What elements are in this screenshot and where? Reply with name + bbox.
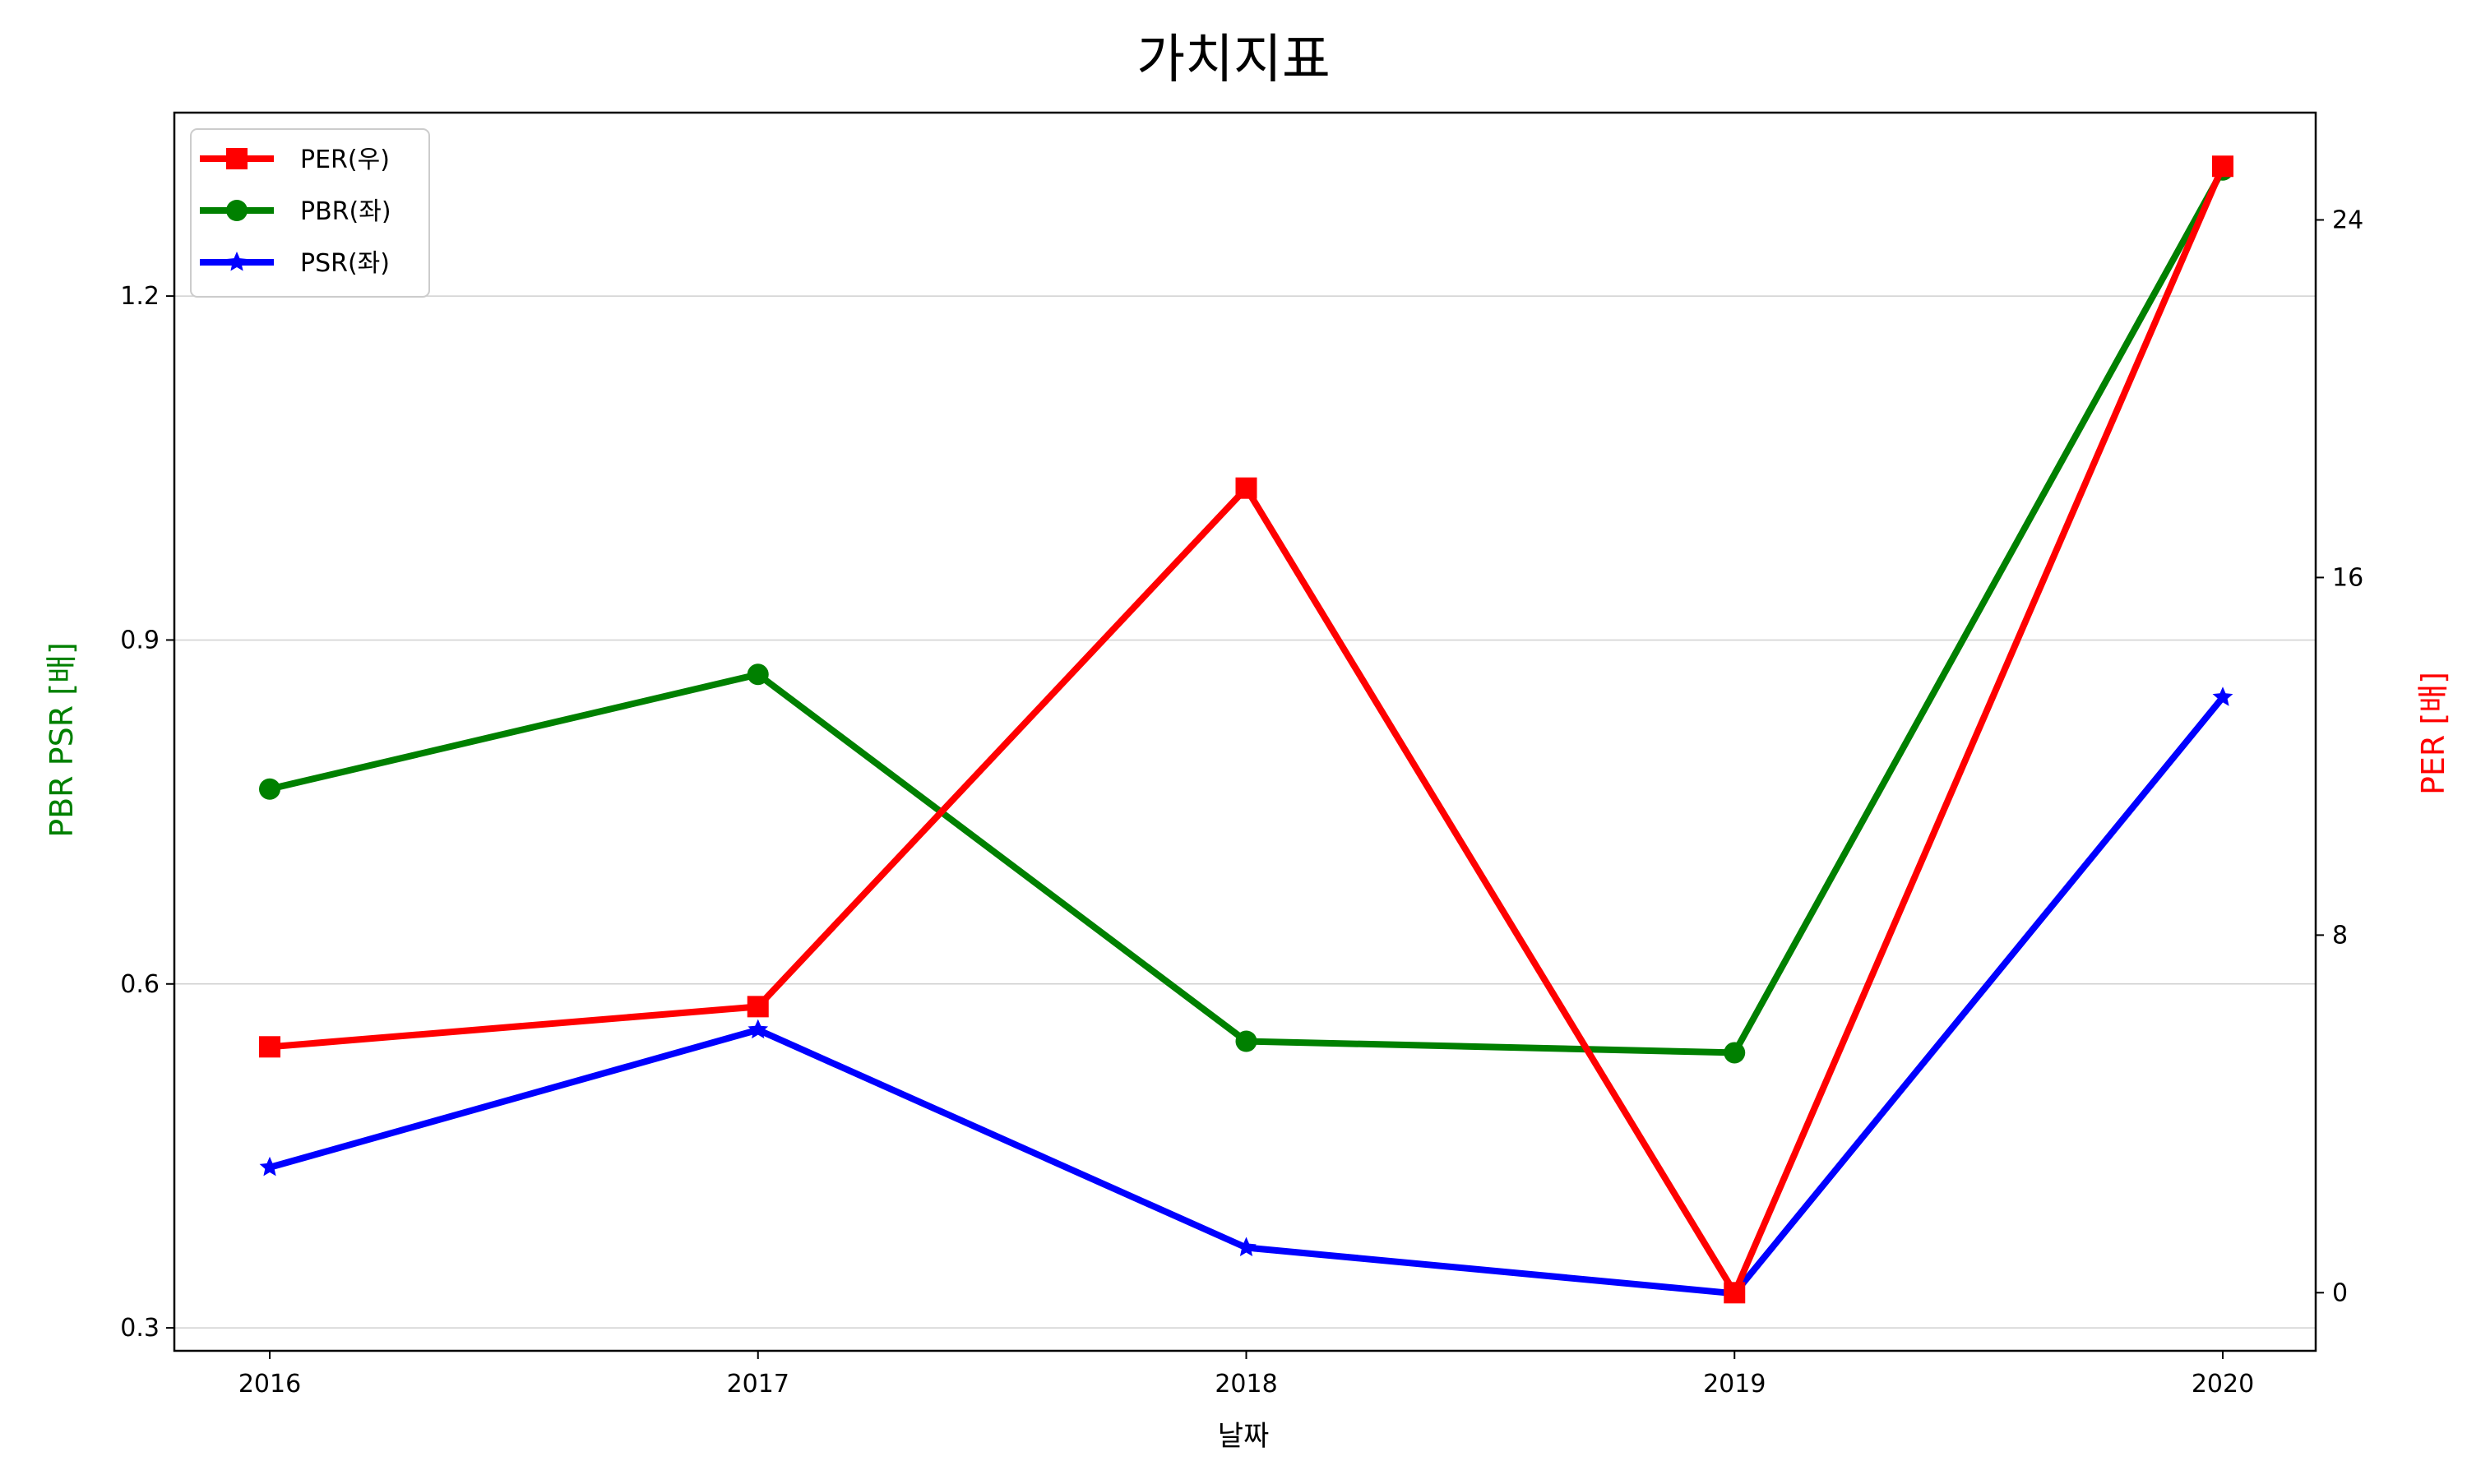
- y-axis-right-label: PER [배]: [2415, 672, 2451, 795]
- x-tick-label: 2019: [1703, 1370, 1766, 1398]
- y-right-tick-label: 8: [2332, 921, 2348, 950]
- y-axis-left-label: PBR PSR [배]: [44, 642, 80, 838]
- series-square: [259, 155, 2233, 1304]
- legend-marker: [226, 200, 248, 221]
- data-point: [259, 1156, 280, 1177]
- data-point: [2212, 687, 2233, 706]
- series-layer: [259, 155, 2233, 1304]
- legend-label: PER(우): [300, 146, 390, 174]
- legend-item: PBR(좌): [200, 197, 391, 226]
- data-point: [1724, 1282, 1746, 1304]
- y-right-tick-label: 16: [2332, 563, 2363, 592]
- axes: 0.3 0.6 0.9 1.2 0 8 16 24 2016 2017 2018 2019 2020: [120, 206, 2363, 1398]
- data-point: [259, 1036, 280, 1058]
- x-tick-label: 2018: [1215, 1370, 1277, 1398]
- series-circle: [259, 159, 2233, 1064]
- plot-frame: [173, 111, 2317, 1352]
- legend-box: [190, 128, 430, 298]
- chart-title: 가치지표: [1136, 30, 1331, 90]
- data-point: [1235, 477, 1257, 499]
- y-left-tick-label: 1.2: [120, 282, 160, 311]
- y-left-tick-label: 0.6: [120, 970, 160, 999]
- x-tick-label: 2016: [238, 1370, 301, 1398]
- grid: [174, 295, 2316, 1329]
- x-tick-label: 2020: [2192, 1370, 2254, 1398]
- x-axis-label: 날짜: [1218, 1420, 1270, 1453]
- data-point: [259, 778, 280, 800]
- y-right-tick-label: 24: [2332, 206, 2363, 234]
- legend-marker: [226, 148, 248, 169]
- data-point: [1235, 1030, 1257, 1052]
- data-point: [1236, 1237, 1257, 1256]
- data-point: [747, 996, 769, 1018]
- data-point: [748, 1019, 769, 1039]
- legend-marker: [226, 252, 248, 271]
- y-right-tick-label: 0: [2332, 1278, 2348, 1307]
- legend-label: PBR(좌): [300, 197, 391, 226]
- data-point: [1724, 1042, 1746, 1064]
- legend: PER(우) PBR(좌) PSR(좌): [190, 128, 430, 298]
- data-point: [2212, 155, 2233, 178]
- y-left-tick-label: 0.9: [120, 626, 160, 654]
- y-left-tick-label: 0.3: [120, 1314, 160, 1343]
- x-tick-label: 2017: [727, 1370, 789, 1398]
- legend-item: PER(우): [200, 146, 390, 174]
- data-point: [747, 663, 769, 686]
- legend-label: PSR(좌): [300, 249, 390, 278]
- legend-item: PSR(좌): [200, 249, 390, 278]
